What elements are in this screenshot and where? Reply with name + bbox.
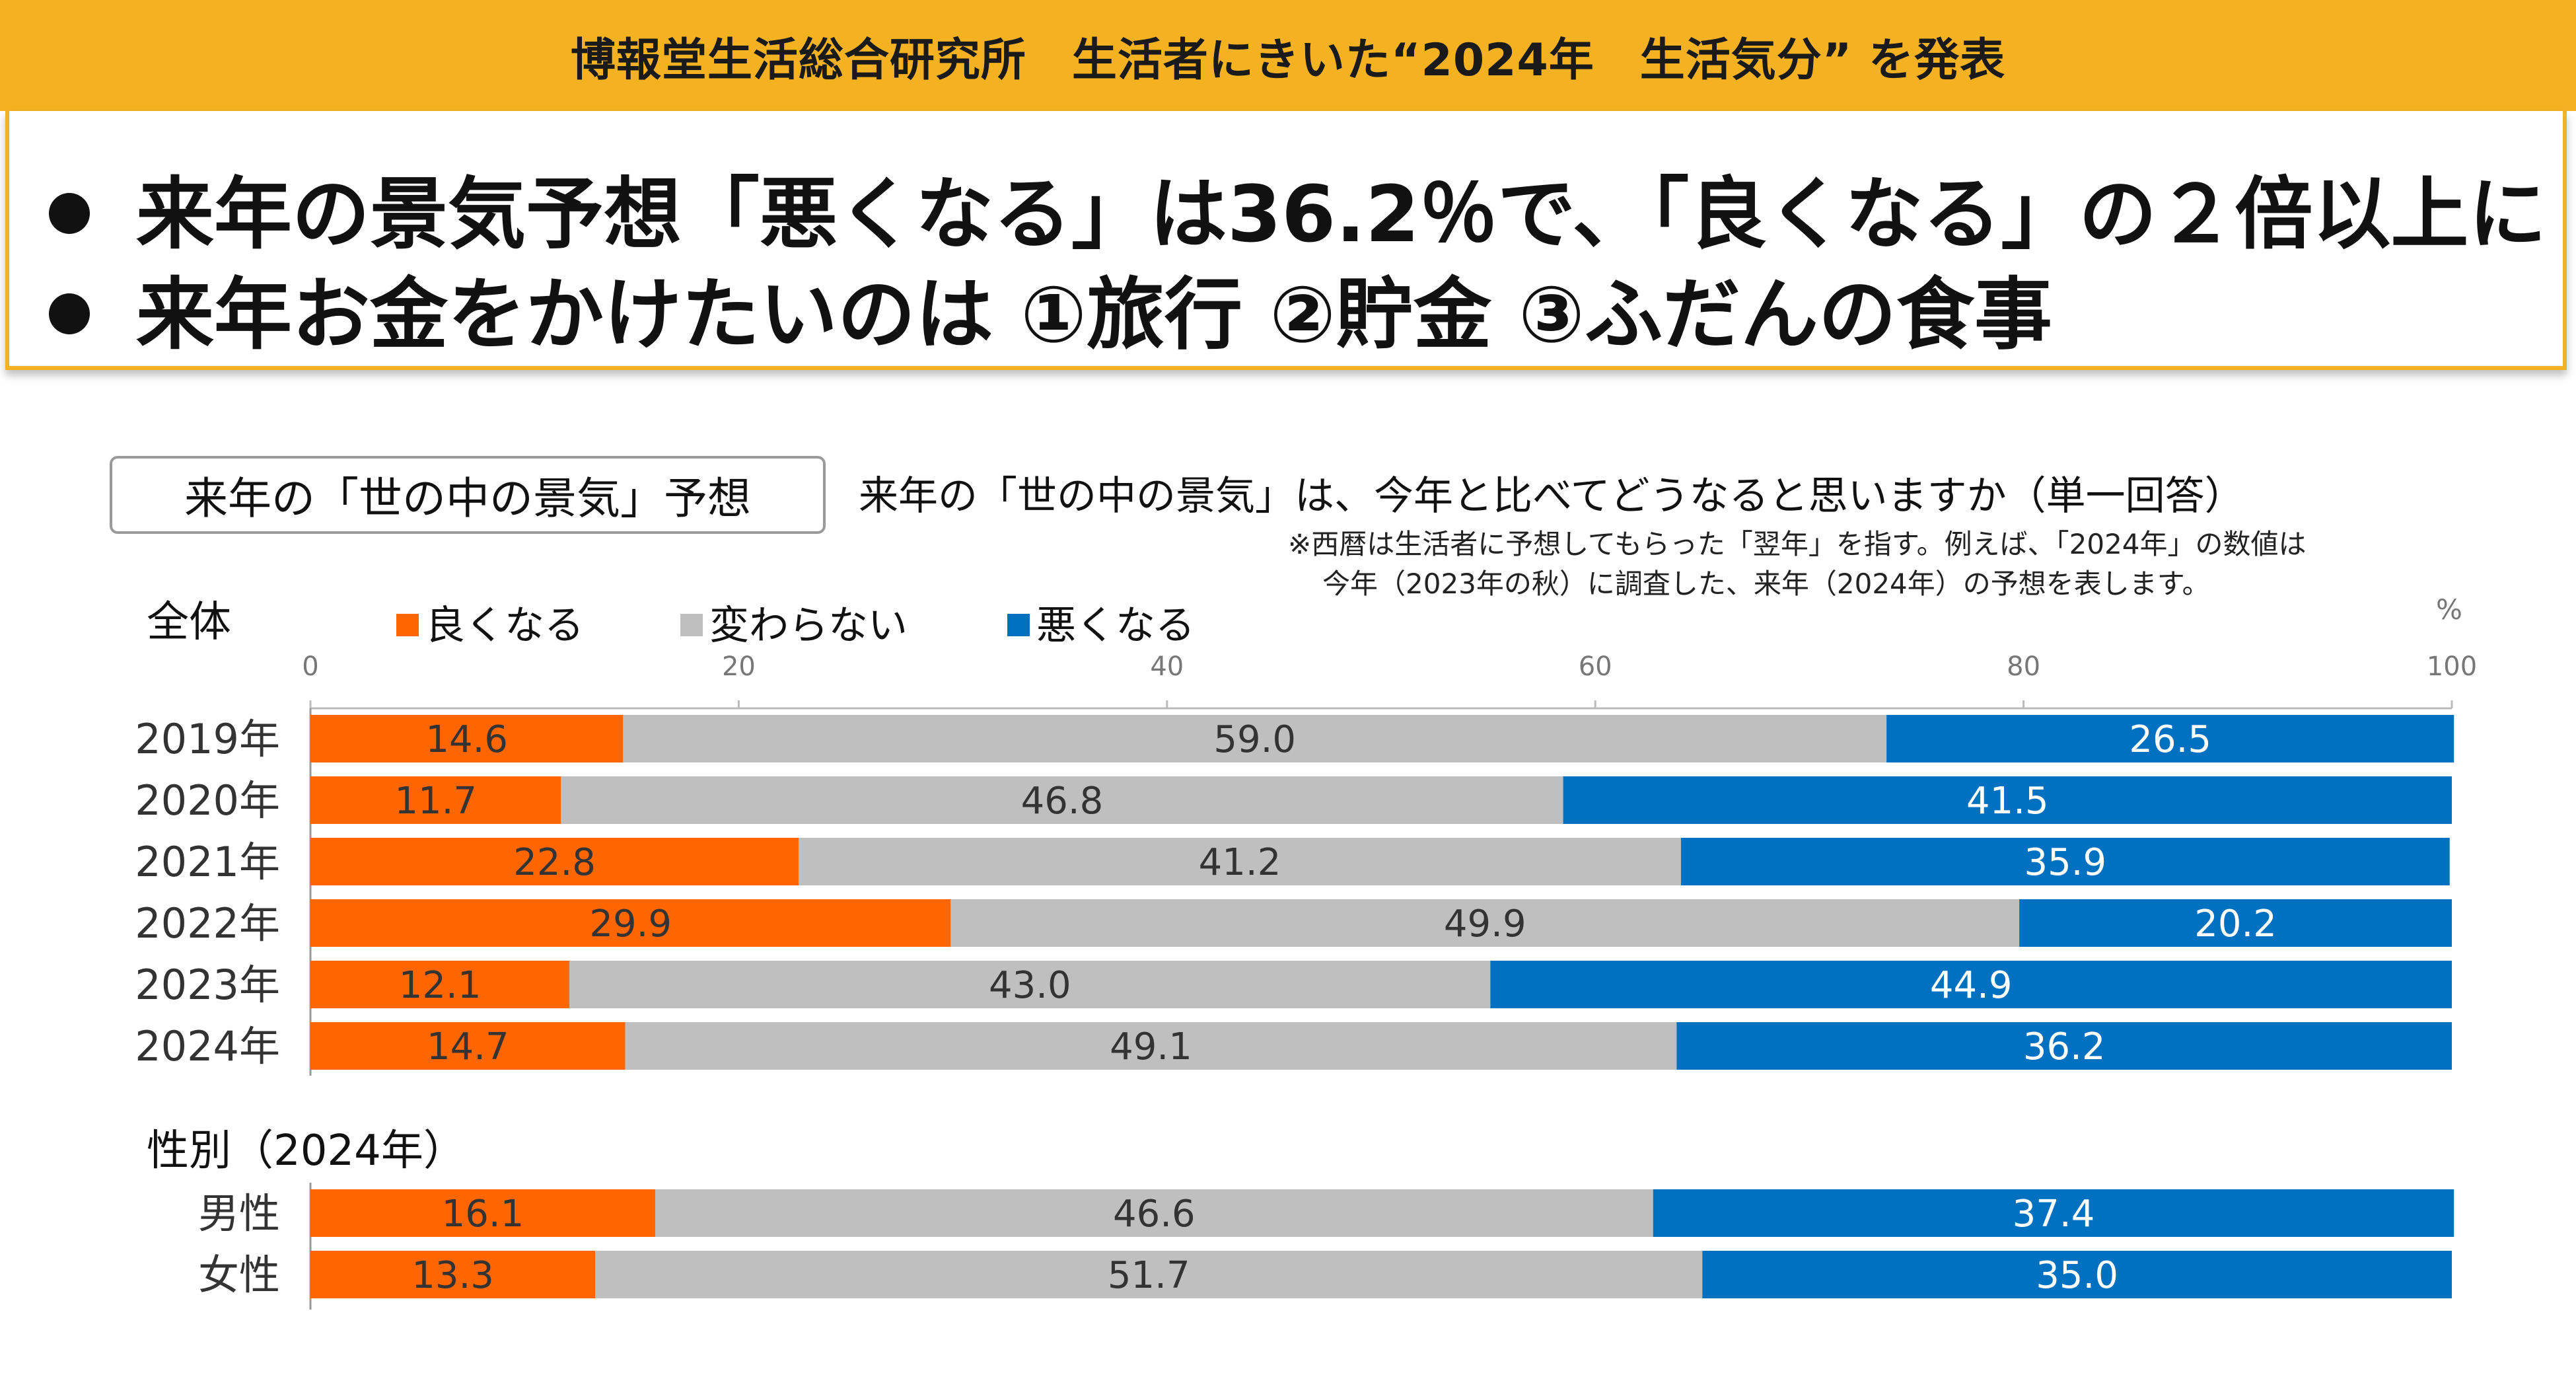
bar-segment bbox=[799, 838, 1681, 885]
bar-segment bbox=[1680, 838, 2450, 885]
category-label: 女性 bbox=[198, 1251, 280, 1299]
data-label: 37.4 bbox=[2013, 1193, 2095, 1236]
data-label: 46.8 bbox=[1021, 780, 1104, 823]
headline-2: 来年お金をかけたいのは ①旅行 ②貯金 ③ふだんの食事 bbox=[49, 251, 2052, 364]
bar-segment bbox=[1702, 1251, 2452, 1298]
data-label: 35.9 bbox=[2024, 841, 2106, 884]
category-label: 2023年 bbox=[135, 961, 280, 1009]
legend-swatch-same bbox=[680, 614, 703, 637]
group-label-gender: 性別（2024年） bbox=[147, 1127, 466, 1175]
bar-segment bbox=[310, 1189, 655, 1237]
data-label: 49.9 bbox=[1444, 903, 1526, 946]
legend-label-good: 良くなる bbox=[425, 603, 584, 649]
data-label: 14.7 bbox=[427, 1025, 509, 1068]
legend-swatch-bad bbox=[1007, 614, 1030, 637]
category-label: 2020年 bbox=[135, 776, 280, 825]
data-label: 16.1 bbox=[442, 1193, 524, 1236]
category-label: 2024年 bbox=[135, 1022, 280, 1070]
bar-segment bbox=[569, 961, 1491, 1008]
bar-segment bbox=[310, 961, 570, 1008]
survey-question: 来年の「世の中の景気」は、今年と比べてどうなると思いますか（単一回答） bbox=[859, 473, 2244, 519]
x-tick-label: 80 bbox=[2007, 651, 2040, 682]
legend-label-same: 変わらない bbox=[709, 603, 908, 649]
x-tick-label: 100 bbox=[2427, 651, 2477, 682]
x-tick-label: 20 bbox=[722, 651, 756, 682]
legend-label-bad: 悪くなる bbox=[1036, 603, 1195, 649]
data-label: 35.0 bbox=[2036, 1254, 2118, 1297]
data-label: 20.2 bbox=[2194, 903, 2277, 946]
headline-box: 来年の景気予想「悪くなる」は36.2％で、「良くなる」の２倍以上に 来年お金をか… bbox=[5, 111, 2567, 370]
bar-segment bbox=[950, 899, 2020, 947]
legend-swatch-good bbox=[396, 614, 419, 637]
data-label: 22.8 bbox=[513, 841, 596, 884]
bar-segment bbox=[310, 776, 561, 824]
footnote-line-1: ※西暦は生活者に予想してもらった「翌年」を指す。例えば、「2024年」の数値は bbox=[1288, 528, 2307, 560]
bullet-icon bbox=[49, 293, 90, 334]
category-label: 2019年 bbox=[135, 715, 280, 763]
bar-segment bbox=[1676, 1022, 2452, 1070]
header-banner: 博報堂生活総合研究所 生活者にきいた“2024年 生活気分” を発表 bbox=[0, 0, 2576, 111]
chart-title-box: 来年の「世の中の景気」予想 bbox=[110, 456, 826, 534]
data-label: 11.7 bbox=[394, 780, 477, 823]
data-label: 26.5 bbox=[2129, 718, 2211, 761]
bar-segment bbox=[623, 715, 1887, 762]
category-label: 男性 bbox=[198, 1189, 280, 1238]
bar-segment bbox=[2019, 899, 2452, 947]
bar-segment bbox=[595, 1251, 1703, 1298]
bar-segment bbox=[310, 715, 624, 762]
bar-segment bbox=[1886, 715, 2454, 762]
data-label: 36.2 bbox=[2023, 1025, 2106, 1068]
headline-1: 来年の景気予想「悪くなる」は36.2％で、「良くなる」の２倍以上に bbox=[49, 151, 2546, 264]
chart-title: 来年の「世の中の景気」予想 bbox=[184, 473, 751, 524]
data-label: 51.7 bbox=[1108, 1254, 1190, 1297]
legend-item-same: 変わらない bbox=[680, 593, 908, 651]
x-tick-label: 40 bbox=[1150, 651, 1184, 682]
data-label: 43.0 bbox=[989, 964, 1071, 1007]
footnote-line-2: 今年（2023年の秋）に調査した、来年（2024年）の予想を表します。 bbox=[1322, 568, 2210, 600]
data-label: 13.3 bbox=[411, 1254, 494, 1297]
headline-1-text: 来年の景気予想「悪くなる」は36.2％で、「良くなる」の２倍以上に bbox=[136, 168, 2547, 260]
headline-2-text: 来年お金をかけたいのは ①旅行 ②貯金 ③ふだんの食事 bbox=[136, 269, 2052, 360]
bar-segment bbox=[310, 899, 951, 947]
data-label: 14.6 bbox=[425, 718, 508, 761]
bar-segment bbox=[1563, 776, 2452, 824]
bar-segment bbox=[310, 838, 799, 885]
x-tick-label: 60 bbox=[1579, 651, 1612, 682]
group-label-overall: 全体 bbox=[147, 598, 231, 647]
legend-item-good: 良くなる bbox=[396, 593, 584, 651]
data-label: 41.2 bbox=[1199, 841, 1281, 884]
data-label: 41.5 bbox=[1966, 780, 2049, 823]
bar-segment bbox=[310, 1251, 596, 1298]
data-label: 12.1 bbox=[399, 964, 482, 1007]
bar-segment bbox=[655, 1189, 1653, 1237]
legend-item-bad: 悪くなる bbox=[1007, 593, 1195, 651]
category-label: 2022年 bbox=[135, 899, 280, 947]
data-label: 44.9 bbox=[1930, 964, 2013, 1007]
data-label: 46.6 bbox=[1113, 1193, 1196, 1236]
data-label: 29.9 bbox=[589, 903, 672, 946]
bar-segment bbox=[625, 1022, 1677, 1070]
data-label: 49.1 bbox=[1110, 1025, 1192, 1068]
bar-segment bbox=[310, 1022, 626, 1070]
data-label: 59.0 bbox=[1213, 718, 1296, 761]
bar-segment bbox=[1653, 1189, 2454, 1237]
banner-text: 博報堂生活総合研究所 生活者にきいた“2024年 生活気分” を発表 bbox=[570, 34, 2006, 87]
bar-segment bbox=[561, 776, 1563, 824]
bullet-icon bbox=[49, 192, 90, 234]
unit-label: % bbox=[2436, 593, 2462, 626]
category-label: 2021年 bbox=[135, 838, 280, 886]
bar-segment bbox=[1490, 961, 2452, 1008]
x-tick-label: 0 bbox=[302, 651, 318, 682]
